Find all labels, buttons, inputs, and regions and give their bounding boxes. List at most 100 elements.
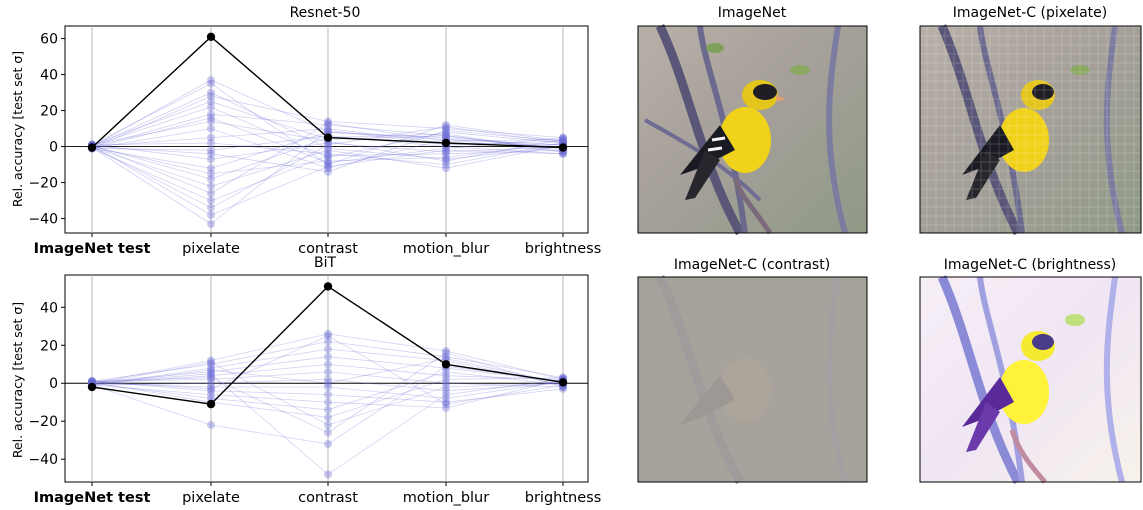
x-tick-label: pixelate — [182, 241, 240, 257]
data-point — [324, 153, 332, 162]
series-line — [91, 365, 564, 445]
x-tick-labels: ImageNet test pixelate contrast motion_b… — [34, 241, 602, 257]
image-panel-imagenet: ImageNet — [637, 5, 868, 236]
data-point — [324, 157, 332, 165]
image-panel-contrast: ImageNet-C (contrast) — [637, 257, 868, 485]
series-line — [91, 378, 564, 392]
series-line — [91, 79, 564, 147]
data-point — [442, 386, 450, 395]
series-line — [91, 363, 564, 385]
plot-frame — [64, 25, 589, 234]
series-line — [91, 352, 564, 434]
data-point — [442, 164, 450, 173]
highlight-data-point — [441, 138, 451, 148]
data-point — [207, 358, 215, 367]
data-point — [324, 375, 332, 384]
data-point — [88, 377, 96, 386]
series-line — [91, 144, 564, 187]
data-point — [442, 352, 450, 361]
data-point — [324, 119, 332, 128]
highlight-data-point — [206, 32, 216, 41]
series-line — [91, 142, 564, 160]
data-point — [442, 348, 450, 357]
series-line — [91, 131, 564, 169]
data-point — [88, 377, 96, 386]
data-point — [559, 137, 567, 146]
x-tick-label: motion_blur — [403, 490, 489, 506]
data-point — [442, 157, 450, 165]
data-point — [324, 345, 332, 354]
y-tick-label: −40 — [28, 212, 58, 228]
y-tick-label: 60 — [40, 32, 58, 48]
data-point — [207, 124, 215, 133]
chart-bit: BiT Rel. accuracy [test set σ] 40 20 0 −… — [10, 255, 601, 506]
data-point — [324, 121, 332, 129]
series-line — [91, 335, 564, 405]
data-point — [324, 126, 332, 135]
data-point — [442, 126, 450, 135]
data-point — [442, 390, 450, 399]
data-point — [207, 97, 215, 106]
highlight-data-point — [558, 143, 568, 152]
data-point — [324, 470, 332, 479]
data-point — [324, 160, 332, 169]
data-point — [324, 440, 332, 448]
data-point — [442, 371, 450, 380]
data-point — [442, 400, 450, 409]
data-point — [559, 149, 567, 158]
series-line — [91, 377, 564, 418]
data-point — [442, 403, 450, 412]
image-title: ImageNet — [718, 5, 787, 21]
highlight-data-point — [323, 133, 333, 142]
data-point — [442, 155, 450, 164]
data-point — [324, 360, 332, 369]
y-tick-label: 40 — [40, 68, 58, 84]
data-point — [207, 220, 215, 228]
y-tick-label: −40 — [28, 452, 58, 468]
series-line — [91, 361, 564, 426]
data-point — [207, 371, 215, 380]
data-point — [207, 164, 215, 173]
data-point — [442, 146, 450, 155]
series-line — [91, 341, 564, 382]
plot-frame — [64, 274, 589, 483]
data-point — [207, 92, 215, 101]
highlight-data-point — [441, 360, 451, 369]
data-point — [324, 124, 332, 133]
data-point — [442, 375, 450, 384]
x-tick-label: contrast — [298, 490, 358, 506]
chart-resnet-50: Resnet-50 Rel. accuracy [test set σ] 60 … — [10, 5, 601, 257]
series-line — [91, 145, 564, 216]
data-point — [442, 153, 450, 162]
data-point — [207, 149, 215, 158]
series-line — [91, 113, 564, 151]
data-point — [324, 140, 332, 149]
bird-photo-pixelated — [920, 24, 1141, 236]
series-line — [91, 128, 564, 147]
data-point — [559, 149, 567, 158]
series-line — [91, 371, 564, 388]
x-tick-label: contrast — [298, 241, 358, 257]
bird-photo-bright — [920, 275, 1141, 485]
y-tick-label: 0 — [49, 376, 58, 392]
data-point — [324, 352, 332, 361]
data-point — [207, 169, 215, 178]
data-point — [559, 133, 567, 142]
series-line — [91, 142, 564, 166]
y-tick-label: −20 — [28, 176, 58, 192]
data-point — [207, 103, 215, 111]
data-point — [442, 124, 450, 133]
image-title: ImageNet-C (pixelate) — [953, 5, 1107, 21]
data-point — [324, 167, 332, 176]
data-point — [324, 149, 332, 158]
data-point — [207, 155, 215, 164]
data-point — [442, 354, 450, 363]
data-point — [559, 135, 567, 144]
series-line — [91, 348, 564, 386]
x-tick-label: brightness — [525, 490, 602, 506]
series-line — [91, 148, 564, 202]
data-point — [442, 379, 450, 388]
data-point — [324, 337, 332, 346]
image-panel-brightness: ImageNet-C (brightness) — [919, 257, 1142, 485]
